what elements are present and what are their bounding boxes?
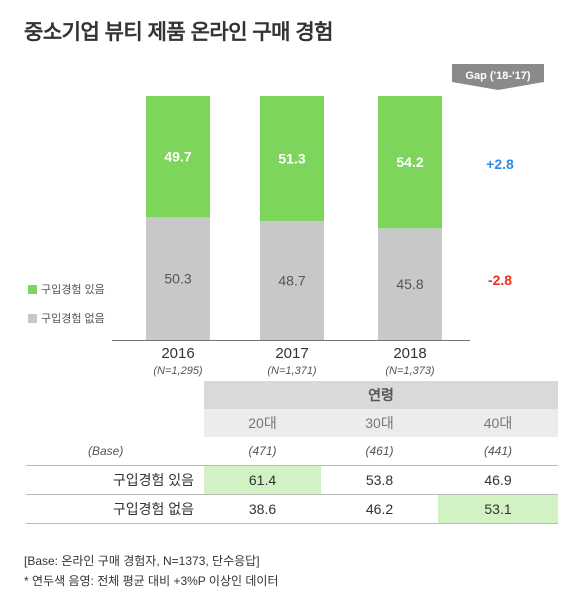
base-30s: (461) — [321, 437, 438, 466]
age-header-30s: 30대 — [321, 409, 438, 437]
bar-have-2017 — [260, 96, 324, 222]
cell-none-20s: 38.6 — [204, 494, 321, 524]
age-header-20s: 20대 — [204, 409, 321, 437]
legend-swatch-none — [28, 313, 37, 323]
legend-item-none: 구입경험 없음 — [28, 310, 105, 326]
data-label-none-2017: 48.7 — [278, 273, 305, 289]
data-label-none-2016: 50.3 — [164, 271, 191, 287]
row-label-have: 구입경험 있음 — [26, 465, 204, 495]
data-label-have-2017: 51.3 — [278, 151, 305, 167]
base-40s: (441) — [438, 437, 558, 466]
bar-none-2017 — [260, 221, 324, 340]
legend-swatch-have — [28, 284, 37, 294]
base-20s: (471) — [204, 437, 321, 466]
chart-title: 중소기업 뷰티 제품 온라인 구매 경험 — [24, 21, 333, 44]
cell-have-20s: 61.4 — [204, 465, 321, 495]
base-label: (Base) — [26, 437, 204, 466]
data-label-none-2018: 45.8 — [396, 276, 423, 292]
legend-item-have: 구입경험 있음 — [28, 281, 105, 297]
stacked-bar-chart: 49.7 50.3 2016 (N=1,295) 51.3 48.7 2017 (N=1,37… — [112, 96, 470, 377]
cell-have-30s: 53.8 — [321, 465, 438, 495]
bar-none-2016 — [146, 217, 210, 340]
x-sub-2018: (N=1,373) — [385, 365, 435, 377]
legend-label-none: 구입경험 없음 — [41, 313, 105, 325]
cell-none-30s: 46.2 — [321, 494, 438, 524]
data-label-have-2018: 54.2 — [396, 154, 423, 170]
gap-value-none: -2.8 — [487, 272, 513, 288]
bar-none-2018 — [378, 228, 442, 340]
age-header-40s: 40대 — [438, 409, 558, 437]
gap-label: Gap ('18-'17) — [465, 70, 531, 82]
legend-label-have: 구입경험 있음 — [41, 284, 105, 296]
x-sub-2017: (N=1,371) — [267, 365, 317, 377]
footnote-shading: * 연두색 음영: 전체 평균 대비 +3%P 이상인 데이터 — [24, 574, 279, 588]
cell-have-40s: 46.9 — [438, 465, 558, 495]
cell-none-40s: 53.1 — [438, 494, 558, 524]
row-label-none: 구입경험 없음 — [26, 494, 204, 524]
data-label-have-2016: 49.7 — [164, 149, 191, 165]
x-sub-2016: (N=1,295) — [153, 365, 203, 377]
x-tick-2016: 2016 — [161, 345, 194, 362]
gap-badge: Gap ('18-'17) — [452, 64, 548, 90]
bar-have-2016 — [146, 96, 210, 218]
x-tick-2018: 2018 — [393, 345, 426, 362]
footnote-base: [Base: 온라인 구매 경험자, N=1373, 단수응답] — [24, 554, 260, 568]
table-group-header: 연령 — [204, 381, 558, 409]
bar-have-2018 — [378, 96, 442, 229]
gap-value-have: +2.8 — [486, 156, 514, 172]
x-tick-2017: 2017 — [275, 345, 308, 362]
age-table: 연령 20대 30대 40대 (Base) (471) (461) (441) … — [26, 381, 558, 524]
